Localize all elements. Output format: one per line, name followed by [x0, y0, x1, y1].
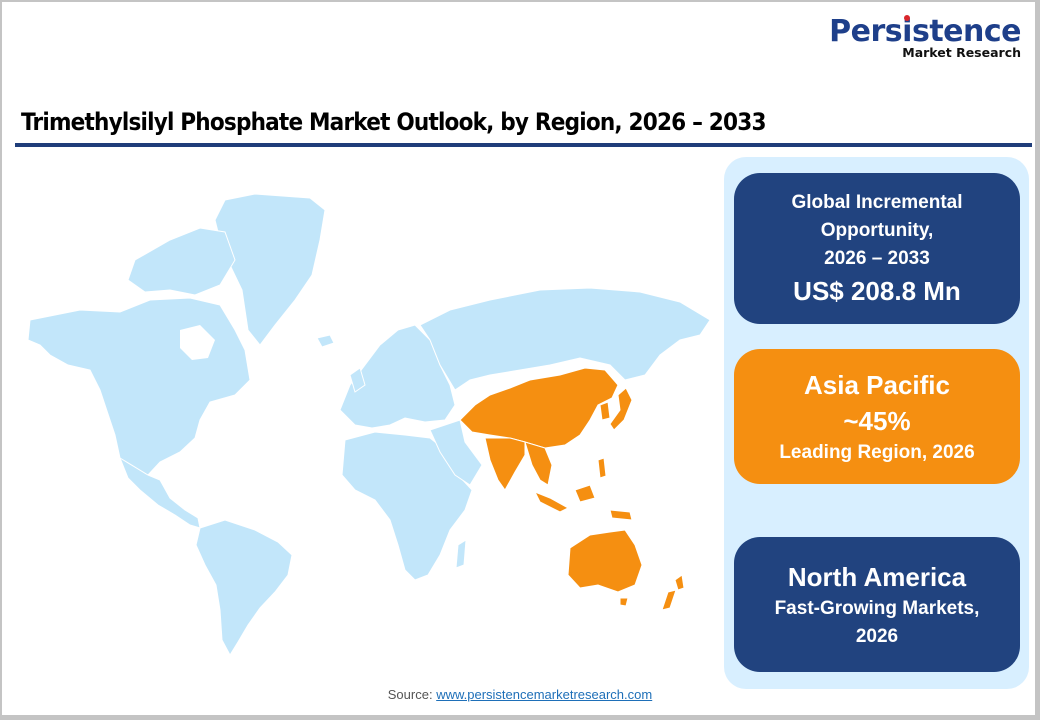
card-value: US$ 208.8 Mn: [793, 275, 961, 306]
card-region: North America: [787, 561, 967, 592]
region-central-america: [118, 456, 201, 529]
source-footer: Source: www.persistencemarketresearch.co…: [0, 687, 1040, 702]
card-period: 2026 – 2033: [824, 247, 930, 269]
leading-region-card: Asia Pacific ~45% Leading Region, 2026: [734, 349, 1020, 484]
region-korea: [599, 401, 611, 421]
logo-wordmark: Persistence: [829, 14, 1021, 49]
region-india: [484, 437, 526, 491]
region-europe: [339, 324, 456, 429]
region-indonesia: [533, 491, 570, 513]
page-title: Trimethylsilyl Phosphate Market Outlook,…: [21, 108, 766, 136]
source-link[interactable]: www.persistencemarketresearch.com: [436, 687, 653, 702]
card-label-line1: Fast-Growing Markets,: [774, 597, 980, 619]
region-russia: [419, 287, 711, 391]
fast-growing-region-card: North America Fast-Growing Markets, 2026: [734, 537, 1020, 672]
region-japan: [609, 387, 633, 431]
card-label-line1: Global Incremental: [791, 191, 963, 213]
region-china: [459, 367, 619, 449]
title-divider: [15, 143, 1032, 147]
logo-tagline: Market Research: [902, 45, 1021, 60]
region-australia: [567, 529, 643, 593]
asia-pacific-highlight: [459, 367, 685, 611]
incremental-opportunity-card: Global Incremental Opportunity, 2026 – 2…: [734, 173, 1020, 324]
world-map: [27, 193, 711, 657]
card-region: Asia Pacific: [804, 369, 950, 400]
region-africa: [341, 431, 473, 581]
source-label: Source:: [387, 687, 437, 702]
region-new-zealand: [674, 574, 685, 591]
card-share: ~45%: [843, 405, 911, 436]
region-middle-east: [429, 419, 483, 486]
logo: Persistence Market Research: [829, 16, 1021, 60]
card-label-line2: Opportunity,: [820, 219, 934, 241]
card-label-line2: 2026: [855, 625, 899, 647]
card-label: Leading Region, 2026: [779, 441, 975, 463]
region-north-america: [27, 297, 251, 476]
region-southeast-asia: [524, 441, 553, 486]
region-arctic-islands: [127, 227, 236, 296]
region-south-america: [195, 519, 293, 657]
region-greenland: [214, 193, 326, 346]
